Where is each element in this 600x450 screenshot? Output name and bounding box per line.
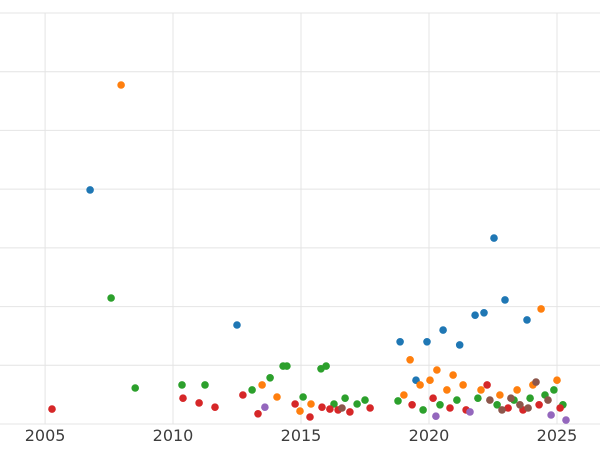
data-point-series-green bbox=[550, 386, 558, 394]
data-point-series-purple bbox=[432, 412, 440, 421]
data-point-series-red bbox=[535, 401, 543, 409]
data-point-series-blue bbox=[439, 326, 447, 334]
data-point-series-orange bbox=[496, 391, 504, 399]
data-point-series-orange bbox=[426, 376, 434, 385]
data-point-series-orange bbox=[537, 305, 545, 313]
data-point-series-red bbox=[346, 408, 354, 416]
data-point-series-orange bbox=[443, 386, 451, 394]
x-axis-tick-label: 2025 bbox=[537, 426, 578, 445]
data-point-series-orange bbox=[273, 393, 281, 401]
data-point-series-orange bbox=[553, 376, 561, 385]
data-point-series-red bbox=[556, 404, 564, 412]
data-point-series-red bbox=[291, 400, 299, 408]
data-point-series-orange bbox=[449, 371, 457, 379]
data-point-series-green bbox=[526, 394, 534, 403]
data-point-series-orange bbox=[400, 391, 408, 399]
data-point-series-blue bbox=[501, 296, 509, 304]
data-point-series-brown bbox=[486, 396, 494, 404]
data-point-series-green bbox=[131, 384, 139, 392]
data-point-series-brown bbox=[498, 406, 506, 414]
data-point-series-green bbox=[266, 374, 274, 382]
data-point-series-green bbox=[178, 381, 186, 389]
x-axis-tick-label: 2010 bbox=[153, 426, 194, 445]
data-point-series-green bbox=[474, 394, 482, 403]
data-point-series-green bbox=[353, 400, 361, 408]
data-point-series-red bbox=[179, 394, 187, 403]
data-point-series-red bbox=[429, 394, 437, 403]
data-point-series-brown bbox=[516, 401, 524, 409]
data-point-series-blue bbox=[423, 338, 431, 346]
data-point-series-red bbox=[483, 381, 491, 389]
data-point-series-blue bbox=[490, 234, 498, 242]
data-point-series-blue bbox=[471, 311, 479, 320]
data-point-series-red bbox=[318, 403, 326, 412]
data-point-series-blue bbox=[86, 186, 94, 194]
data-point-series-blue bbox=[233, 321, 241, 329]
x-axis-tick-label: 2020 bbox=[409, 426, 450, 445]
data-point-series-orange bbox=[513, 386, 521, 394]
data-point-series-green bbox=[107, 294, 115, 302]
data-point-series-green bbox=[330, 400, 338, 408]
data-point-series-green bbox=[341, 394, 349, 403]
data-point-series-orange bbox=[477, 386, 485, 394]
data-point-series-purple bbox=[466, 408, 474, 416]
data-point-series-green bbox=[248, 386, 256, 394]
data-point-series-orange bbox=[296, 407, 304, 415]
data-point-series-orange bbox=[406, 356, 414, 364]
data-point-series-orange bbox=[433, 366, 441, 374]
data-point-series-red bbox=[48, 405, 56, 413]
data-point-series-orange bbox=[416, 381, 424, 389]
data-point-series-orange bbox=[307, 400, 315, 408]
data-point-series-purple bbox=[547, 411, 555, 419]
data-point-series-red bbox=[239, 391, 247, 399]
data-point-series-red bbox=[254, 410, 262, 418]
data-point-series-brown bbox=[532, 378, 540, 386]
data-point-series-blue bbox=[480, 309, 488, 317]
data-point-series-orange bbox=[117, 81, 125, 89]
data-point-series-orange bbox=[258, 381, 266, 389]
data-point-series-green bbox=[419, 406, 427, 414]
x-axis-tick-label: 2015 bbox=[281, 426, 322, 445]
data-point-series-green bbox=[493, 401, 501, 409]
data-point-series-red bbox=[504, 404, 512, 412]
data-point-series-brown bbox=[544, 396, 552, 404]
data-point-series-green bbox=[436, 401, 444, 409]
data-point-series-green bbox=[299, 393, 307, 401]
data-point-series-green bbox=[453, 396, 461, 404]
data-point-series-red bbox=[446, 404, 454, 412]
data-point-series-red bbox=[195, 399, 203, 407]
data-point-series-green bbox=[201, 381, 209, 389]
data-point-series-blue bbox=[523, 316, 531, 324]
data-point-series-orange bbox=[459, 381, 467, 389]
data-point-series-purple bbox=[261, 403, 269, 412]
data-point-series-brown bbox=[507, 394, 515, 403]
data-point-series-brown bbox=[338, 404, 346, 412]
data-point-series-red bbox=[211, 403, 219, 412]
data-point-series-brown bbox=[524, 404, 532, 412]
data-point-series-red bbox=[366, 404, 374, 412]
data-point-series-green bbox=[361, 396, 369, 404]
data-point-series-green bbox=[322, 362, 330, 370]
x-axis-tick-label: 2005 bbox=[25, 426, 66, 445]
data-point-series-red bbox=[408, 401, 416, 409]
data-point-series-green bbox=[283, 362, 291, 370]
data-point-series-blue bbox=[455, 341, 464, 349]
data-point-series-purple bbox=[562, 416, 570, 424]
data-point-series-blue bbox=[396, 338, 404, 346]
data-point-series-green bbox=[394, 397, 402, 405]
data-point-series-red bbox=[306, 413, 314, 421]
data-point-series-red bbox=[326, 405, 334, 413]
